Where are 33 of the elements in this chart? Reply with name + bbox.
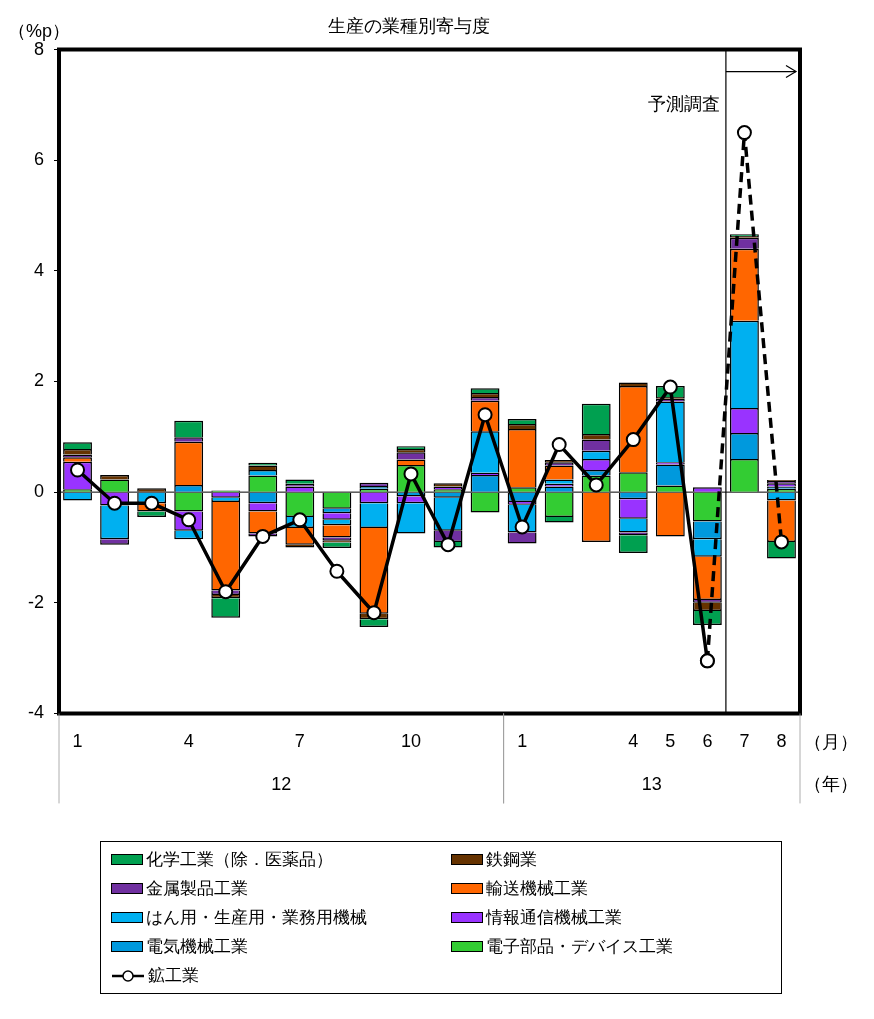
- annotation: 予測調査: [647, 93, 720, 114]
- y-tick-label: 8: [33, 38, 44, 59]
- y-axis-title: （%p）: [8, 20, 71, 41]
- y-tick-label: 6: [33, 149, 44, 170]
- legend-label: 鉄鋼業: [486, 849, 537, 871]
- y-tick-label: -2: [27, 591, 44, 612]
- x-tick-label: 7: [739, 731, 750, 752]
- x-tick-label: 4: [628, 731, 639, 752]
- x-tick-label: 4: [183, 731, 194, 752]
- text: 13: [641, 774, 662, 795]
- x-axis-title: （月）: [804, 732, 858, 753]
- legend-label: 電子部品・デバイス工業: [486, 936, 673, 958]
- text: （年）: [804, 774, 858, 795]
- legend-label: 電気機械工業: [146, 936, 248, 958]
- y-tick-label: -4: [27, 702, 44, 723]
- text: 12: [271, 774, 292, 795]
- y-tick-label: 0: [33, 481, 44, 502]
- x-tick-label: 7: [294, 731, 305, 752]
- legend-label: はん用・生産用・業務用機械: [146, 907, 367, 929]
- legend-label: 化学工業（除．医薬品）: [146, 849, 333, 871]
- x-tick-label: 10: [400, 731, 421, 752]
- y-tick-label: 4: [33, 259, 44, 280]
- x-tick-label: 1: [72, 731, 83, 752]
- chart-title: 生産の業種別寄与度: [328, 15, 490, 36]
- x-tick-label: 5: [665, 731, 676, 752]
- legend-label: 情報通信機械工業: [486, 907, 622, 929]
- legend-label: 輸送機械工業: [486, 878, 588, 900]
- legend-label: 金属製品工業: [146, 878, 248, 900]
- x-tick-label: 6: [702, 731, 713, 752]
- y-tick-label: 2: [33, 370, 44, 391]
- legend-label: 鉱工業: [148, 965, 199, 987]
- x-tick-label: 1: [517, 731, 528, 752]
- x-tick-label: 8: [776, 731, 787, 752]
